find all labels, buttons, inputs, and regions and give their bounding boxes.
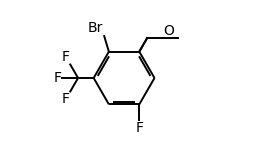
Text: F: F [62,50,69,64]
Text: Br: Br [87,21,103,35]
Text: F: F [54,71,62,85]
Text: F: F [62,92,69,106]
Text: O: O [163,24,174,38]
Text: F: F [135,121,143,135]
